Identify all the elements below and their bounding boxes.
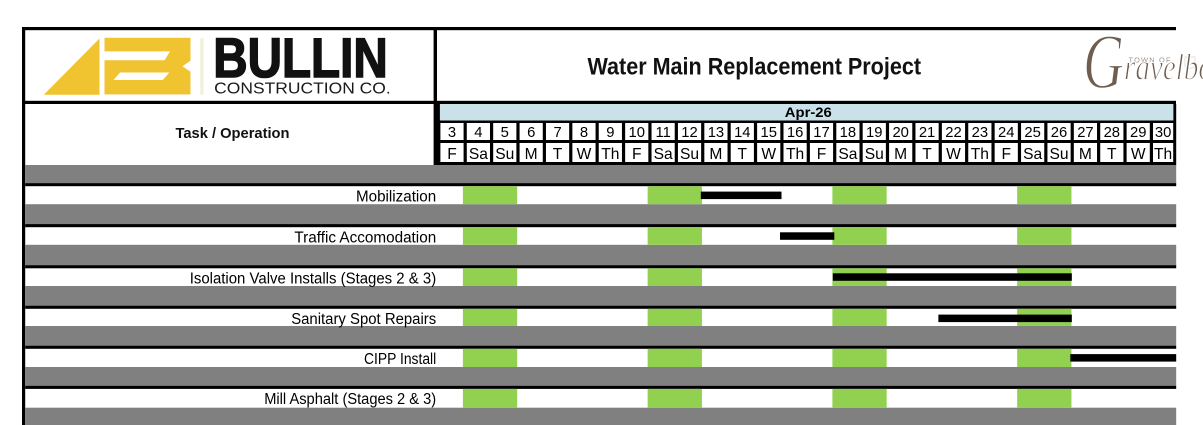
svg-text:T: T xyxy=(553,146,563,163)
svg-text:M: M xyxy=(525,146,538,163)
svg-text:CIPP Install: CIPP Install xyxy=(364,351,436,368)
svg-text:26: 26 xyxy=(1051,125,1067,141)
svg-text:T: T xyxy=(738,146,748,163)
svg-text:28: 28 xyxy=(1104,125,1120,141)
svg-text:M: M xyxy=(894,146,907,163)
svg-text:Th: Th xyxy=(971,146,989,163)
svg-text:23: 23 xyxy=(972,125,988,141)
svg-text:29: 29 xyxy=(1130,125,1146,141)
svg-text:BULLIN: BULLIN xyxy=(213,26,388,89)
svg-text:11: 11 xyxy=(655,125,670,141)
svg-text:T: T xyxy=(1107,146,1117,163)
svg-text:10: 10 xyxy=(629,125,645,141)
svg-text:W: W xyxy=(761,146,776,163)
svg-text:17: 17 xyxy=(813,125,829,141)
svg-text:Th: Th xyxy=(786,146,804,163)
svg-text:22: 22 xyxy=(945,125,961,141)
svg-text:18: 18 xyxy=(840,125,856,141)
svg-text:Mobilization: Mobilization xyxy=(356,188,436,205)
svg-text:W: W xyxy=(1131,146,1146,163)
svg-text:Su: Su xyxy=(865,146,884,163)
svg-text:25: 25 xyxy=(1024,125,1040,141)
svg-text:Su: Su xyxy=(495,146,514,163)
svg-text:19: 19 xyxy=(866,125,882,141)
svg-text:6: 6 xyxy=(527,125,535,141)
svg-text:16: 16 xyxy=(787,125,803,141)
svg-text:24: 24 xyxy=(998,125,1014,141)
svg-text:ravelbô: ravelbô xyxy=(1124,48,1203,89)
svg-text:TOWN OF: TOWN OF xyxy=(1129,55,1172,64)
svg-text:Sa: Sa xyxy=(654,146,673,163)
svg-text:Sa: Sa xyxy=(469,146,488,163)
svg-text:27: 27 xyxy=(1077,125,1093,141)
svg-text:Su: Su xyxy=(680,146,699,163)
svg-text:7: 7 xyxy=(553,125,561,141)
svg-text:3: 3 xyxy=(448,125,456,141)
svg-text:Th: Th xyxy=(1154,146,1172,163)
svg-text:F: F xyxy=(447,146,457,163)
svg-text:21: 21 xyxy=(919,125,935,141)
svg-text:G: G xyxy=(1083,18,1124,105)
svg-text:13: 13 xyxy=(708,125,724,141)
svg-text:20: 20 xyxy=(892,125,908,141)
svg-text:Th: Th xyxy=(601,146,619,163)
svg-text:F: F xyxy=(817,146,827,163)
svg-text:W: W xyxy=(946,146,961,163)
svg-text:30: 30 xyxy=(1155,125,1171,141)
svg-text:W: W xyxy=(577,146,592,163)
svg-text:Sanitary Spot Repairs: Sanitary Spot Repairs xyxy=(291,311,436,328)
svg-text:F: F xyxy=(1001,146,1011,163)
svg-text:4: 4 xyxy=(474,125,482,141)
svg-text:Sa: Sa xyxy=(1023,146,1042,163)
svg-text:14: 14 xyxy=(734,125,750,141)
svg-text:M: M xyxy=(1079,146,1092,163)
svg-text:12: 12 xyxy=(681,125,697,141)
svg-text:CONSTRUCTION CO.: CONSTRUCTION CO. xyxy=(214,80,391,97)
svg-text:9: 9 xyxy=(606,125,614,141)
svg-text:15: 15 xyxy=(760,125,776,141)
svg-text:Su: Su xyxy=(1050,146,1069,163)
svg-text:Isolation Valve Installs (Stag: Isolation Valve Installs (Stages 2 & 3) xyxy=(190,270,437,287)
svg-text:T: T xyxy=(922,146,932,163)
svg-text:Sa: Sa xyxy=(838,146,857,163)
svg-text:Apr-26: Apr-26 xyxy=(785,105,832,120)
svg-text:F: F xyxy=(632,146,642,163)
svg-text:Mill Asphalt (Stages 2 & 3): Mill Asphalt (Stages 2 & 3) xyxy=(264,391,436,408)
svg-text:8: 8 xyxy=(580,125,588,141)
svg-text:Traffic Accomodation: Traffic Accomodation xyxy=(294,229,436,246)
svg-text:Task / Operation: Task / Operation xyxy=(176,126,290,142)
svg-text:5: 5 xyxy=(501,125,509,141)
svg-text:M: M xyxy=(709,146,722,163)
svg-text:Water Main Replacement Project: Water Main Replacement Project xyxy=(588,53,922,80)
